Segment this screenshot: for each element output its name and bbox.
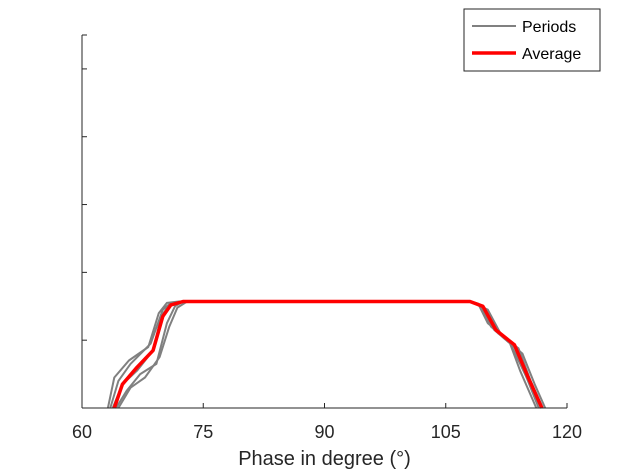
series-line-average [112,299,544,409]
series-layer [106,299,547,409]
legend-label-average: Average [522,46,581,63]
x-tick-label: 75 [193,422,213,442]
series-line-period-3 [115,300,544,409]
ticks: 60 75 90 105 120 [72,34,582,442]
legend-box [463,8,601,72]
series-line-period-2 [111,300,543,409]
x-tick-label: 120 [552,422,582,442]
axes [81,35,567,409]
legend-label-periods: Periods [522,19,576,36]
x-tick-label: 90 [314,422,334,442]
series-line-period-1 [109,300,540,409]
x-tick-label: 60 [72,422,92,442]
x-tick-label: 105 [431,422,461,442]
series-line-period-5 [117,300,547,409]
x-axis-title: Phase in degree (°) [238,448,411,469]
legend: Periods Average [463,8,601,72]
